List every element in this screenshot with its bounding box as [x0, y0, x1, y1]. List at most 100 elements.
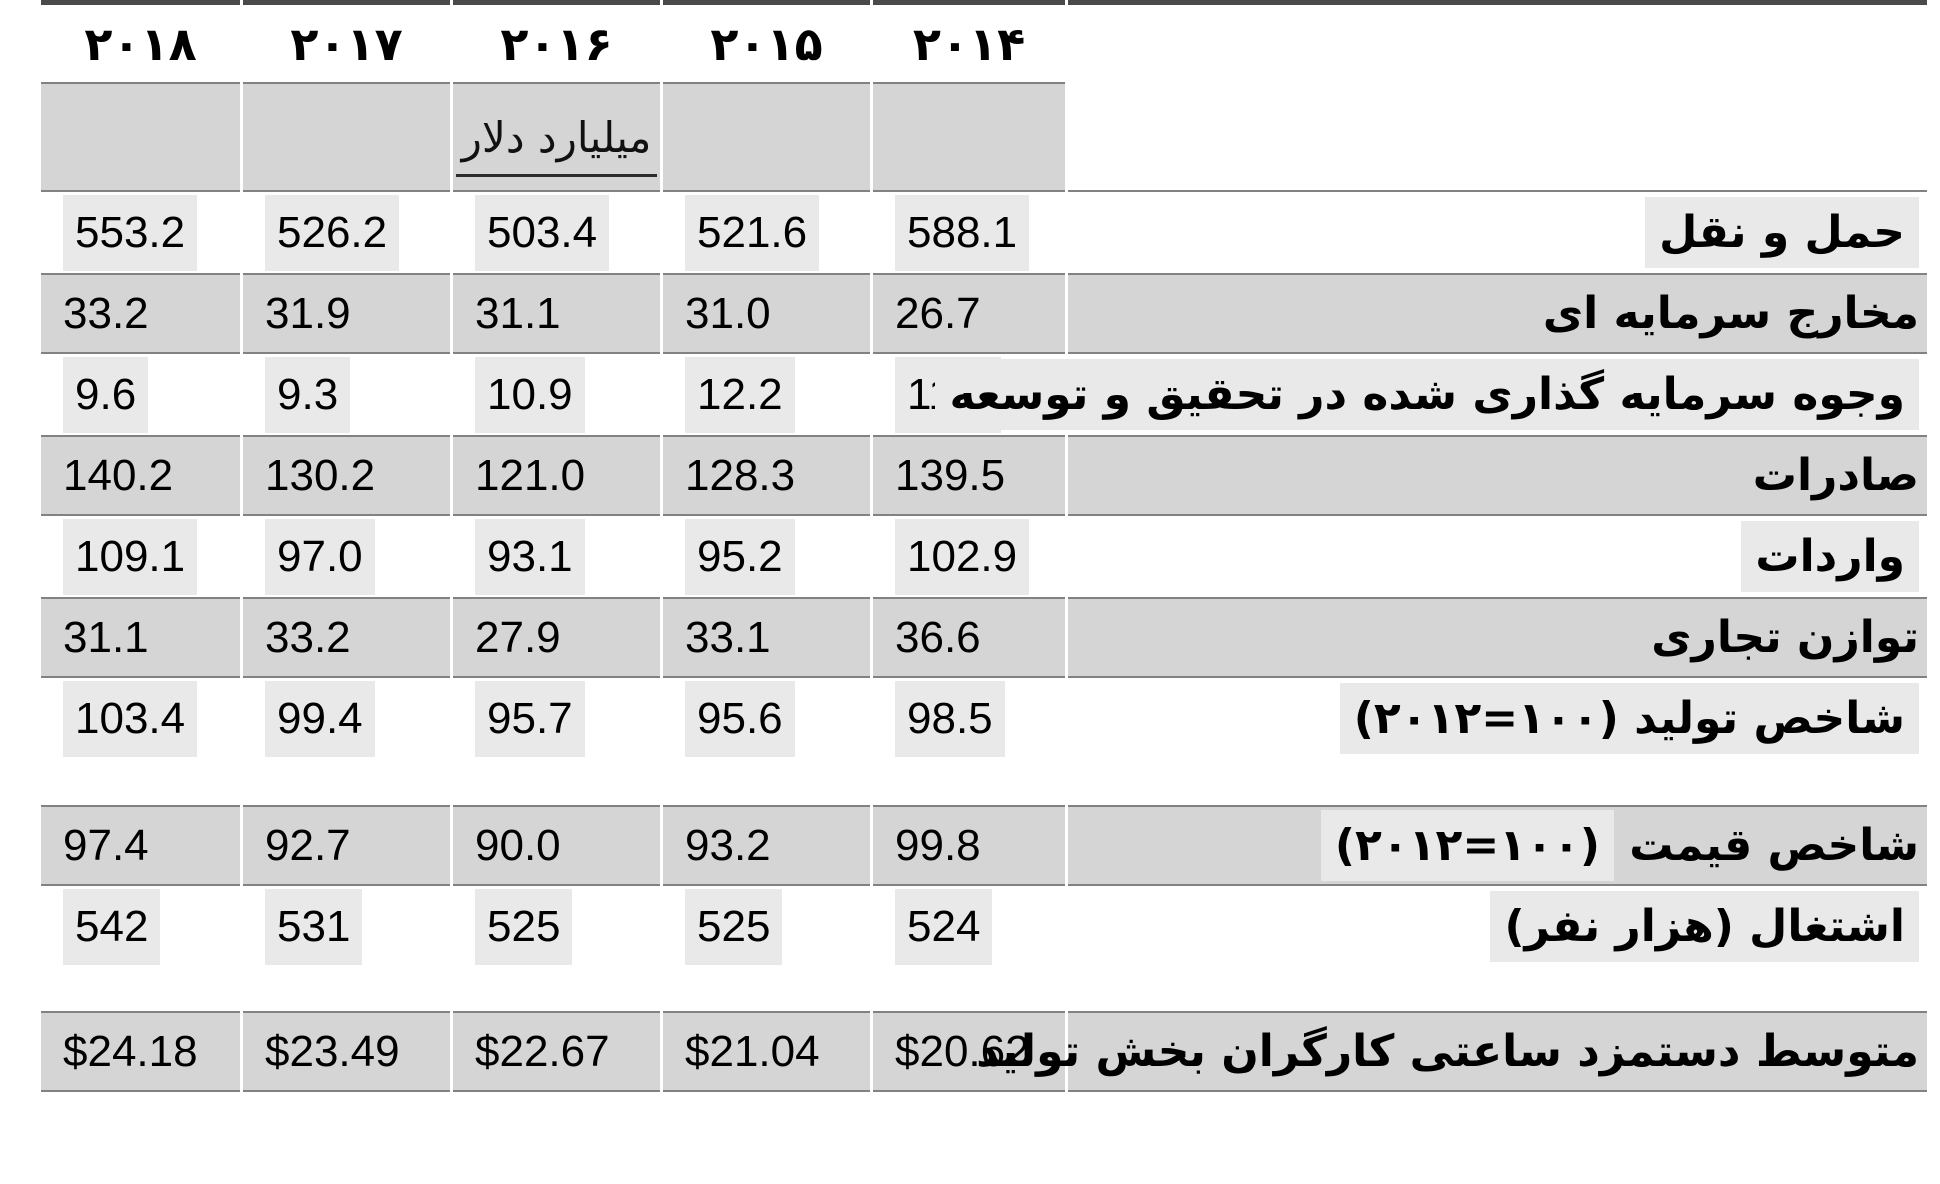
value-cell: 93.1	[453, 516, 660, 597]
value: 10.9	[475, 356, 585, 433]
year-header: ۲۰۱۸	[41, 0, 240, 82]
value: 27.9	[475, 612, 561, 662]
value: 36.6	[895, 612, 981, 662]
row-label: اشتغال (هزار نفر)	[1490, 891, 1919, 962]
value: 93.2	[685, 820, 771, 870]
value: 140.2	[63, 450, 174, 500]
value-cell: 588.1	[873, 192, 1065, 273]
value-cell: 140.2	[41, 435, 240, 516]
value: 92.7	[265, 820, 351, 870]
row-label: وجوه سرمایه گذاری شده در تحقیق و توسعه	[935, 359, 1919, 430]
value: 553.2	[63, 194, 198, 271]
value: 588.1	[895, 194, 1030, 271]
value-cell: 27.9	[453, 597, 660, 678]
value: 12.2	[685, 356, 795, 433]
row-label-cell: وجوه سرمایه گذاری شده در تحقیق و توسعه	[935, 354, 1927, 435]
unit-band-cell: میلیارد دلار	[453, 82, 660, 192]
statistics-table: ۲۰۱۸ ۲۰۱۷ ۲۰۱۶ ۲۰۱۵ ۲۰۱۴ میلیارد دلار 553.2 526…	[38, 0, 1930, 1092]
value-cell: 95.2	[663, 516, 870, 597]
value: 503.4	[475, 194, 610, 271]
table-row: 97.4 92.7 90.0 93.2 99.8 شاخص قیمت (۱۰۰=۲۰۱۲)	[41, 805, 1927, 886]
row-label-paren: (۱۰۰=۲۰۱۲)	[1320, 810, 1614, 881]
value: 99.4	[265, 680, 375, 757]
value: 139.5	[895, 450, 1006, 500]
value-cell: 526.2	[243, 192, 450, 273]
value-cell: 31.0	[663, 273, 870, 354]
row-label: واردات	[1741, 521, 1919, 592]
value-cell: 95.6	[663, 678, 870, 759]
value-cell: 95.7	[453, 678, 660, 759]
value: 542	[63, 888, 161, 965]
row-label-cell: شاخص تولید (۱۰۰=۲۰۱۲)	[1068, 678, 1927, 759]
value-cell: 542	[41, 886, 240, 967]
table-row: 553.2 526.2 503.4 521.6 588.1 حمل و نقل	[41, 192, 1927, 273]
value-cell: 10.9	[453, 354, 660, 435]
value-cell: 98.5	[873, 678, 1065, 759]
row-label: مخارج سرمایه ای	[1542, 288, 1919, 339]
value: $24.18	[63, 1026, 198, 1076]
value: 33.2	[63, 288, 149, 338]
year-header: ۲۰۱۴	[873, 0, 1065, 82]
table-row: 103.4 99.4 95.7 95.6 98.5 شاخص تولید (۱۰۰=۲۰۱…	[41, 678, 1927, 759]
unit-band-cell	[243, 82, 450, 192]
value: 31.0	[685, 288, 771, 338]
row-label-cell: اشتغال (هزار نفر)	[1068, 886, 1927, 967]
unit-band-cell	[663, 82, 870, 192]
value-cell: 128.3	[663, 435, 870, 516]
row-label-cell: مخارج سرمایه ای	[1068, 273, 1927, 354]
value: $23.49	[265, 1026, 400, 1076]
row-label-cell: حمل و نقل	[1068, 192, 1927, 273]
value-cell: 121.0	[453, 435, 660, 516]
unit-label: میلیارد دلار	[455, 112, 658, 177]
value-cell: $21.04	[663, 1011, 870, 1092]
value: 103.4	[63, 680, 198, 757]
row-label: شاخص قیمت	[1629, 820, 1919, 871]
row-label-cell: توازن تجاری	[1068, 597, 1927, 678]
value-cell: 9.6	[41, 354, 240, 435]
value: 531	[265, 888, 363, 965]
spacer-row	[41, 967, 1927, 1011]
value: 121.0	[475, 450, 586, 500]
value-cell: 97.0	[243, 516, 450, 597]
value-cell: $22.67	[453, 1011, 660, 1092]
value-cell: 31.9	[243, 273, 450, 354]
value-cell: 99.8	[873, 805, 1065, 886]
value-cell: 31.1	[453, 273, 660, 354]
spacer-cell	[41, 967, 1927, 1011]
value-cell: 531	[243, 886, 450, 967]
table-body: ۲۰۱۸ ۲۰۱۷ ۲۰۱۶ ۲۰۱۵ ۲۰۱۴ میلیارد دلار 553.2 526…	[41, 0, 1927, 1092]
value-cell: 525	[453, 886, 660, 967]
row-label: متوسط دستمزد ساعتی کارگران بخش تولید	[976, 1026, 1919, 1077]
value-cell: 521.6	[663, 192, 870, 273]
value: 99.8	[895, 820, 981, 870]
unit-band-cell	[41, 82, 240, 192]
value: $22.67	[475, 1026, 610, 1076]
table-row: 33.2 31.9 31.1 31.0 26.7 مخارج سرمایه ای	[41, 273, 1927, 354]
value: $21.04	[685, 1026, 820, 1076]
value: 95.2	[685, 518, 795, 595]
value-cell: $23.49	[243, 1011, 450, 1092]
row-label: صادرات	[1752, 450, 1919, 501]
year-header: ۲۰۱۷	[243, 0, 450, 82]
value-cell: 130.2	[243, 435, 450, 516]
value: 90.0	[475, 820, 561, 870]
value: 525	[685, 888, 783, 965]
value: 9.6	[63, 356, 149, 433]
value-cell: 503.4	[453, 192, 660, 273]
value-cell: $24.18	[41, 1011, 240, 1092]
value-cell: 33.1	[663, 597, 870, 678]
table-row: 140.2 130.2 121.0 128.3 139.5 صادرات	[41, 435, 1927, 516]
unit-band-row: میلیارد دلار	[41, 82, 1927, 192]
table-row: 9.69.310.912.211.8وجوه سرمایه گذاری شده …	[41, 354, 1927, 435]
year-header: ۲۰۱۵	[663, 0, 870, 82]
value: 128.3	[685, 450, 796, 500]
row-label-cell: صادرات	[1068, 435, 1927, 516]
value: 521.6	[685, 194, 820, 271]
value-cell: 553.2	[41, 192, 240, 273]
value: 26.7	[895, 288, 981, 338]
header-spacer-cell	[1068, 0, 1927, 82]
value-cell: 97.4	[41, 805, 240, 886]
row-label: توازن تجاری	[1651, 612, 1919, 663]
value-cell: 36.6	[873, 597, 1065, 678]
spacer-cell	[41, 759, 1927, 805]
